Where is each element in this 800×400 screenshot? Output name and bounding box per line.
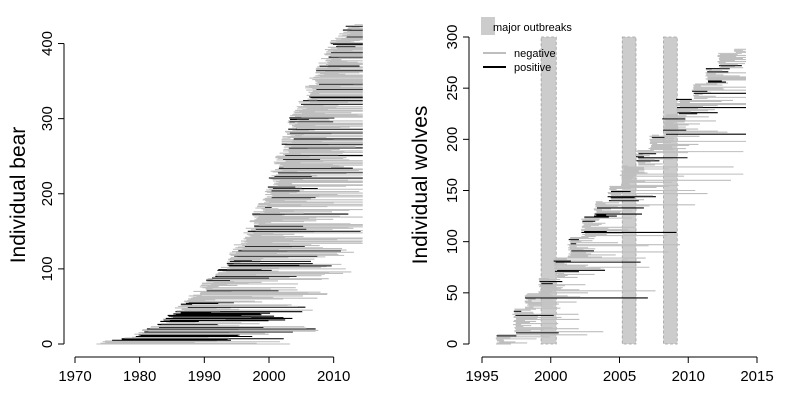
bear-y-ticks: 0 100 200 300 400: [39, 31, 64, 348]
legend-outbreak-label: major outbreaks: [493, 22, 572, 34]
x-tick-label: 1990: [188, 368, 221, 385]
y-tick-label: 150: [444, 178, 461, 203]
x-tick-label: 2015: [740, 368, 773, 385]
x-tick-label: 1980: [123, 368, 156, 385]
y-tick-label: 0: [39, 340, 56, 348]
wolf-y-axis-title: Individual wolves: [409, 106, 432, 265]
legend-positive-label: positive: [514, 62, 551, 74]
y-tick-label: 200: [444, 127, 461, 152]
x-tick-label: 1995: [465, 368, 498, 385]
legend-negative-label: negative: [514, 48, 556, 60]
wolf-panel: 1995 2000 2005 2010 2015 050100150200250300 …: [409, 17, 774, 385]
x-tick-label: 1970: [58, 368, 91, 385]
wolf-outbreak-bands: [540, 36, 678, 345]
y-tick-label: 200: [39, 181, 56, 206]
wolf-x-ticks: 1995 2000 2005 2010 2015: [465, 357, 774, 385]
wolf-y-ticks: 0 50 100 150 200 250 300: [444, 24, 469, 348]
bear-y-axis-title: Individual bear: [7, 127, 30, 264]
x-tick-label: 2010: [672, 368, 705, 385]
x-tick-label: 2010: [317, 368, 350, 385]
y-tick-label: 250: [444, 76, 461, 101]
x-tick-label: 2005: [603, 368, 636, 385]
bear-panel: 1970 1980 1990 2000 2010 0 100 200 300 400 Indiv…: [7, 24, 363, 385]
bear-x-ticks: 1970 1980 1990 2000 2010: [58, 357, 350, 385]
y-tick-label: 100: [39, 256, 56, 281]
x-tick-label: 2000: [534, 368, 567, 385]
bear-bars: [96, 24, 363, 345]
x-tick-label: 2000: [252, 368, 285, 385]
outbreak-band: [540, 36, 557, 345]
y-tick-label: 50: [444, 284, 461, 301]
y-tick-label: 300: [444, 24, 461, 49]
y-tick-label: 0: [444, 340, 461, 348]
y-tick-label: 400: [39, 31, 56, 56]
y-tick-label: 100: [444, 229, 461, 254]
y-tick-label: 300: [39, 106, 56, 131]
legend-outbreak-swatch: [481, 17, 495, 35]
legend: major outbreaks negative positive: [481, 17, 572, 74]
wolf-bars: [495, 48, 746, 345]
